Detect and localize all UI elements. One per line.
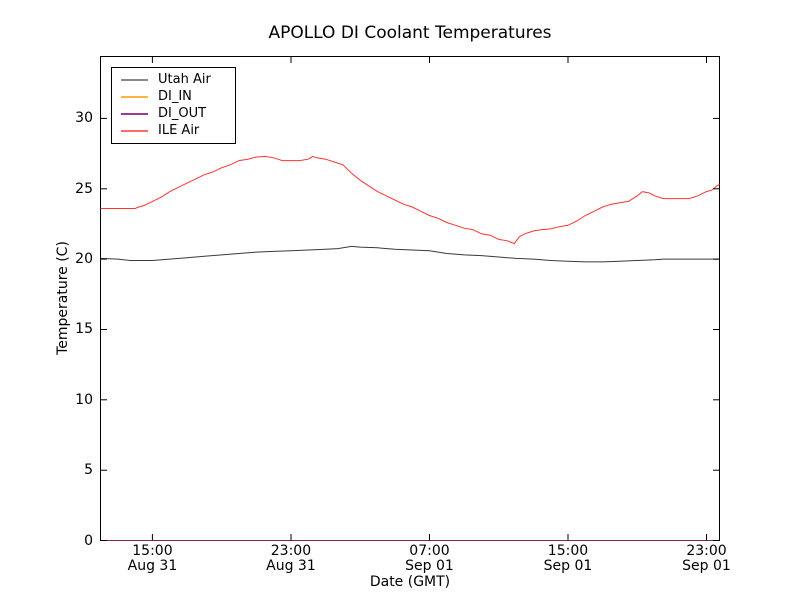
series-ile-air-line bbox=[100, 155, 720, 245]
legend-label: Utah Air bbox=[158, 72, 211, 87]
legend-item-di-out: DI_OUT bbox=[112, 105, 235, 122]
series-utah-air-line bbox=[100, 245, 720, 263]
x-tick-label: 23:00 Aug 31 bbox=[246, 544, 336, 574]
legend-line-swatch-di-in bbox=[121, 95, 148, 98]
x-tick-label: 15:00 Sep 01 bbox=[523, 544, 613, 574]
legend-line-swatch-di-out bbox=[121, 112, 148, 115]
x-tick-label: 15:00 Aug 31 bbox=[107, 544, 197, 574]
y-tick-label: 20 bbox=[75, 251, 93, 268]
chart-title: APOLLO DI Coolant Temperatures bbox=[268, 23, 552, 43]
x-tick-date: Aug 31 bbox=[266, 558, 316, 574]
legend-item-di-in: DI_IN bbox=[112, 88, 235, 105]
x-tick-date: Aug 31 bbox=[127, 558, 178, 574]
legend-line-swatch-utah-air bbox=[121, 78, 148, 81]
x-axis-label: Date (GMT) bbox=[369, 574, 451, 590]
y-tick-label: 5 bbox=[84, 462, 93, 479]
legend-item-ile-air: ILE Air bbox=[112, 122, 235, 139]
y-tick-label: 0 bbox=[84, 532, 93, 549]
y-tick-label: 30 bbox=[75, 110, 93, 127]
y-tick-label: 15 bbox=[75, 321, 93, 338]
y-axis-label: Temperature (C) bbox=[55, 241, 71, 355]
x-tick-time: 23:00 bbox=[270, 543, 312, 559]
x-tick-time: 23:00 bbox=[686, 543, 727, 559]
legend-item-utah-air: Utah Air bbox=[112, 71, 235, 88]
x-tick-date: Sep 01 bbox=[682, 558, 731, 574]
x-tick-date: Sep 01 bbox=[405, 558, 454, 574]
legend-label: DI_IN bbox=[158, 89, 192, 104]
y-tick-label: 10 bbox=[75, 391, 93, 408]
x-tick-label: 07:00 Sep 01 bbox=[384, 544, 474, 574]
x-tick-time: 07:00 bbox=[409, 543, 450, 559]
y-tick-label: 25 bbox=[75, 180, 93, 197]
x-tick-time: 15:00 bbox=[132, 543, 173, 559]
legend-label: ILE Air bbox=[158, 123, 200, 138]
legend-line-swatch-ile-air bbox=[121, 129, 148, 132]
x-tick-date: Sep 01 bbox=[543, 558, 593, 574]
legend-box: Utah Air DI_IN DI_OUT ILE Air bbox=[111, 67, 236, 144]
legend-label: DI_OUT bbox=[158, 106, 207, 121]
x-tick-label: 23:00 Sep 01 bbox=[662, 544, 752, 574]
x-tick-time: 15:00 bbox=[547, 543, 589, 559]
